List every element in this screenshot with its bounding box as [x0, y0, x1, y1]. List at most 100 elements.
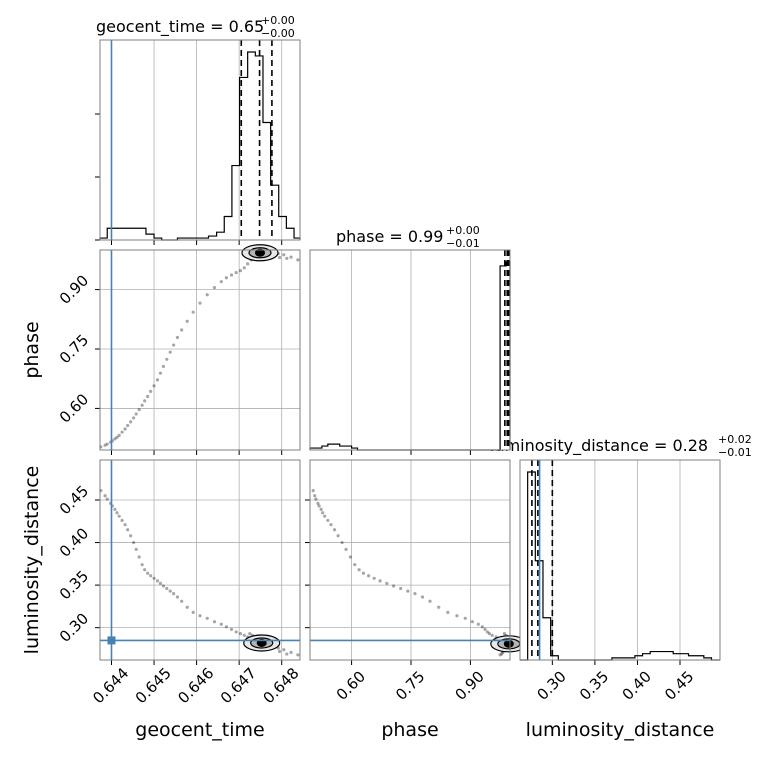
panel-luminosity-distance-background: [520, 460, 720, 660]
sample-point: [165, 586, 169, 591]
sample-point: [500, 652, 504, 656]
sample-point: [285, 652, 289, 656]
sample-point: [205, 293, 209, 297]
title-phase-plus: +0.00: [446, 224, 480, 237]
sample-point: [134, 412, 138, 416]
sample-point: [168, 350, 172, 354]
sample-point: [248, 632, 252, 636]
sample-point: [455, 614, 459, 618]
sample-point: [140, 563, 144, 567]
sample-point: [143, 399, 147, 403]
title-geocent-time-label: geocent_time: [96, 17, 205, 37]
sample-point: [140, 403, 144, 407]
svg-text:phase = 0.99: phase = 0.99: [336, 227, 443, 246]
sample-point: [137, 555, 141, 559]
title-geocent-time-plus: +0.00: [261, 14, 295, 27]
sample-point: [146, 571, 150, 575]
sample-point: [246, 262, 250, 266]
sample-point: [212, 286, 217, 290]
title-luminosity-distance: luminosity_distance = 0.28 +0.02 −0.01: [490, 433, 752, 459]
sample-point: [152, 576, 156, 580]
sample-point: [120, 518, 124, 523]
title-geocent-time-value: 0.65: [229, 17, 265, 36]
sample-point: [399, 586, 403, 591]
sample-point: [219, 622, 223, 626]
sample-point: [198, 301, 202, 305]
sample-point: [172, 592, 176, 596]
sample-point: [289, 650, 293, 654]
sample-point: [420, 595, 425, 599]
sample-point: [234, 270, 238, 275]
sample-point: [332, 528, 337, 532]
sample-point: [165, 357, 169, 361]
sample-point: [238, 268, 243, 273]
svg-text:geocent_time = 0.65: geocent_time = 0.65: [96, 17, 264, 37]
title-phase-minus: −0.01: [446, 237, 480, 250]
sample-point: [129, 534, 133, 538]
y-tick-label-luminosity-distance: 0.30: [56, 609, 92, 645]
sample-point: [152, 384, 156, 388]
panel-geocent-time-vs-luminosity-distance-frame: [99, 459, 301, 661]
x-tick-label-luminosity-distance: 0.40: [619, 667, 655, 703]
sample-point: [361, 571, 366, 575]
sample-point: [180, 599, 184, 603]
sample-point: [428, 599, 432, 603]
sample-point: [126, 423, 130, 428]
y-tick-label-phase: 0.75: [56, 331, 92, 367]
density-core: [503, 639, 514, 648]
sample-point: [161, 364, 166, 369]
sample-point: [143, 568, 147, 572]
sample-point: [191, 610, 195, 614]
y-tick-label-luminosity-distance: 0.45: [56, 482, 92, 518]
sample-point: [113, 437, 117, 441]
sample-point: [487, 632, 492, 636]
sample-point: [158, 581, 163, 586]
sample-point: [155, 579, 160, 583]
sample-point: [219, 280, 223, 284]
sample-point: [367, 574, 371, 578]
density-core: [255, 248, 265, 257]
sample-point: [123, 523, 127, 527]
sample-point: [357, 568, 361, 572]
sample-point: [113, 507, 117, 511]
sample-point: [296, 258, 300, 262]
sample-point: [120, 430, 124, 434]
sample-point: [329, 523, 333, 527]
sample-point: [234, 630, 238, 634]
sample-point: [212, 620, 217, 624]
sample-point: [285, 256, 289, 260]
sample-point: [105, 442, 109, 446]
sample-point: [132, 416, 136, 420]
sample-point: [502, 632, 507, 636]
sample-point: [242, 266, 246, 270]
x-tick-label-luminosity-distance: 0.35: [576, 667, 612, 703]
panel-geocent-time-vs-luminosity-distance-background: [100, 460, 300, 660]
x-tick-label-luminosity-distance: 0.45: [661, 667, 697, 703]
sample-point: [172, 343, 176, 347]
sample-point: [485, 630, 490, 634]
sample-point: [406, 589, 410, 593]
sample-point: [446, 610, 450, 614]
sample-point: [168, 589, 172, 593]
y-tick-label-phase: 0.60: [56, 390, 92, 426]
y-tick-label-luminosity-distance: 0.40: [56, 524, 92, 560]
sample-point: [282, 648, 286, 652]
histogram-luminosity-distance: [520, 471, 720, 661]
sample-point: [282, 253, 286, 257]
title-luminosity-distance-label: luminosity_distance: [490, 436, 649, 456]
sample-point: [463, 616, 467, 620]
x-tick-label-geocent-time: 0.645: [132, 664, 175, 707]
sample-point: [115, 511, 119, 515]
sample-point: [480, 625, 484, 629]
panel-geocent-time-vs-phase-frame: [99, 249, 301, 451]
sample-point: [378, 579, 382, 583]
panel-geocent-time-vs-phase: [95, 244, 301, 455]
x-tick-label-luminosity-distance: 0.30: [533, 667, 569, 703]
sample-point: [175, 335, 180, 340]
panel-phase-vs-luminosity-distance-frame: [309, 459, 511, 661]
sample-point: [103, 494, 107, 498]
y-tick-label-phase: 0.90: [56, 271, 92, 307]
sample-point: [316, 501, 320, 506]
sample-point: [317, 504, 321, 508]
sample-point: [105, 497, 109, 501]
